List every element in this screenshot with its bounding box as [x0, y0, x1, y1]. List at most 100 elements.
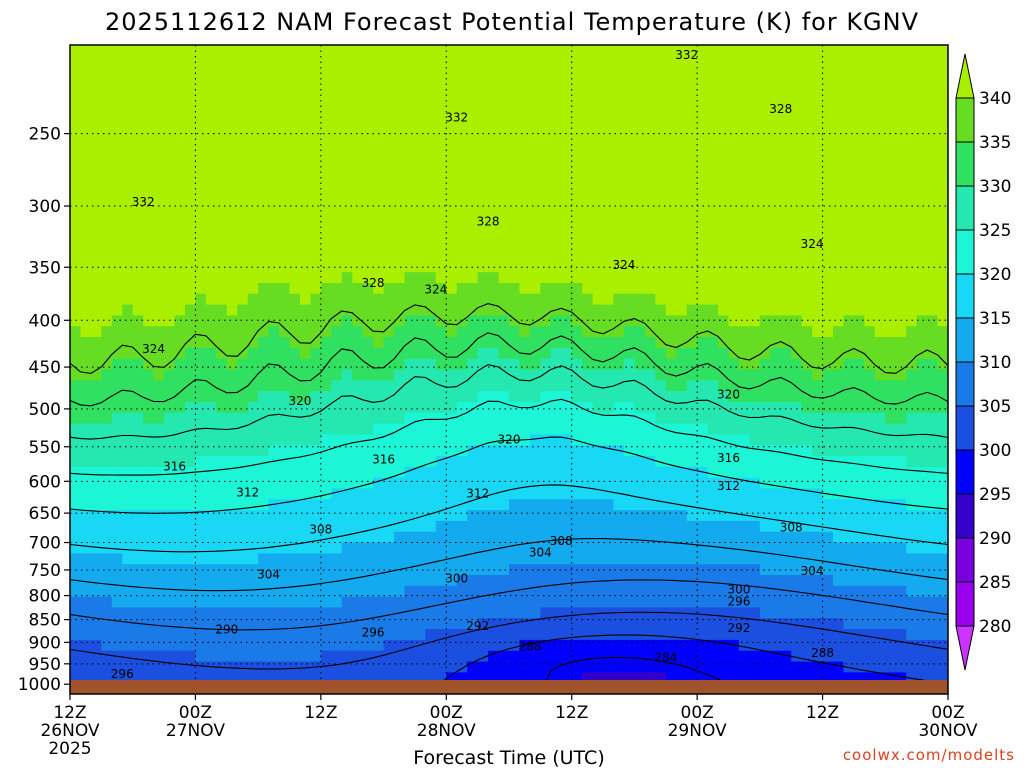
band-cell — [833, 585, 845, 598]
band-cell — [623, 228, 636, 241]
band-cell — [540, 401, 552, 414]
band-cell — [122, 55, 134, 68]
band-cell — [205, 477, 217, 490]
band-cell — [697, 109, 709, 122]
band-cell — [843, 315, 855, 327]
band-cell — [749, 185, 761, 198]
band-cell — [697, 337, 709, 349]
band-cell — [686, 639, 698, 652]
band-cell — [341, 239, 353, 252]
band-cell — [822, 445, 834, 457]
band-cell — [895, 358, 907, 371]
band-cell — [853, 661, 865, 673]
band-cell — [916, 109, 928, 122]
band-cell — [70, 347, 82, 360]
band-cell — [101, 434, 113, 446]
band-cell — [582, 99, 594, 111]
band-cell — [184, 672, 197, 684]
band-cell — [279, 207, 291, 219]
band-cell — [519, 564, 531, 576]
band-cell — [853, 531, 865, 544]
band-cell — [613, 553, 625, 565]
band-cell — [258, 466, 270, 479]
band-cell — [623, 120, 636, 133]
band-cell — [477, 282, 489, 295]
band-cell — [90, 337, 102, 349]
band-cell — [435, 326, 447, 338]
band-cell — [184, 607, 197, 619]
band-cell — [707, 531, 719, 544]
band-cell — [916, 553, 928, 565]
band-cell — [853, 477, 865, 490]
band-cell — [582, 185, 594, 198]
band-cell — [833, 282, 845, 295]
band-cell — [258, 488, 270, 500]
band-cell — [780, 131, 792, 143]
band-cell — [341, 142, 353, 154]
band-cell — [707, 99, 719, 111]
band-cell — [498, 142, 510, 154]
band-cell — [927, 99, 939, 111]
band-cell — [833, 369, 845, 381]
band-cell — [310, 585, 322, 598]
band-cell — [467, 66, 479, 79]
band-cell — [174, 531, 186, 544]
band-cell — [822, 45, 834, 57]
band-cell — [268, 596, 280, 609]
band-cell — [718, 261, 730, 273]
band-cell — [279, 477, 291, 490]
band-cell — [383, 99, 395, 111]
band-cell — [132, 510, 144, 522]
band-cell — [833, 218, 845, 230]
band-cell — [498, 553, 510, 565]
band-cell — [362, 293, 374, 306]
band-cell — [634, 77, 646, 89]
band-cell — [289, 650, 301, 663]
band-cell — [216, 596, 228, 609]
band-cell — [843, 499, 855, 511]
band-cell — [529, 45, 541, 57]
band-cell — [833, 347, 845, 360]
band-cell — [812, 650, 824, 663]
band-cell — [509, 55, 521, 68]
band-cell — [268, 661, 280, 673]
band-cell — [822, 542, 834, 554]
band-cell — [373, 456, 385, 468]
band-cell — [822, 88, 834, 100]
band-cell — [937, 196, 948, 208]
band-cell — [843, 66, 855, 79]
band-cell — [895, 499, 907, 511]
band-cell — [90, 153, 102, 165]
band-cell — [394, 196, 406, 208]
band-cell — [644, 326, 656, 338]
band-cell — [676, 488, 688, 500]
band-cell — [404, 272, 416, 284]
band-cell — [258, 553, 270, 565]
band-cell — [122, 358, 134, 371]
band-cell — [916, 315, 928, 327]
band-cell — [519, 239, 531, 252]
band-cell — [80, 228, 92, 241]
band-cell — [477, 607, 489, 619]
band-cell — [258, 661, 270, 673]
band-cell — [456, 434, 468, 446]
band-cell — [195, 629, 207, 641]
band-cell — [885, 477, 897, 490]
band-cell — [874, 315, 886, 327]
band-cell — [456, 520, 468, 533]
band-cell — [686, 174, 698, 187]
band-cell — [289, 434, 301, 446]
band-cell — [592, 326, 604, 338]
band-cell — [833, 564, 845, 576]
band-cell — [644, 207, 656, 219]
band-cell — [467, 585, 479, 598]
band-cell — [843, 477, 855, 490]
band-cell — [686, 423, 698, 435]
band-cell — [320, 575, 332, 587]
band-cell — [770, 412, 782, 425]
band-cell — [833, 272, 845, 284]
band-cell — [718, 304, 730, 317]
band-cell — [101, 174, 113, 187]
band-cell — [362, 380, 374, 392]
band-cell — [833, 315, 845, 327]
